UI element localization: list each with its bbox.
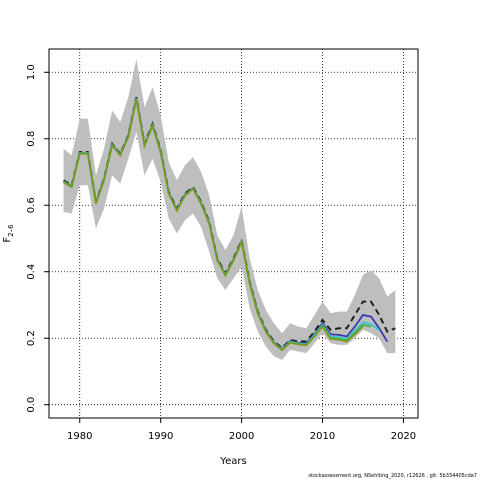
y-tick-label-4: 0.8 (26, 131, 37, 147)
y-tick-label-3: 0.6 (26, 197, 37, 213)
y-axis: 0.0 0.2 0.4 0.6 0.8 1.0 (26, 64, 49, 413)
x-tick-label-1: 1990 (148, 431, 173, 442)
x-tick-label-4: 2020 (391, 431, 416, 442)
y-axis-title: F2–6 (2, 224, 15, 243)
plot-frame (48, 48, 419, 419)
series-line-olive (63, 99, 364, 352)
y-tick-label-0: 0.0 (26, 397, 37, 413)
x-axis-title: Years (219, 456, 246, 467)
uncertainty-band (63, 58, 396, 360)
uncertainty-band-layer (63, 58, 396, 360)
y-tick-label-1: 0.2 (26, 330, 37, 346)
grid-lines (49, 49, 418, 418)
x-tick-label-0: 1980 (67, 431, 92, 442)
y-axis-title-subscript: 2–6 (7, 224, 15, 237)
x-tick-label-2: 2000 (229, 431, 254, 442)
series-layer (63, 96, 396, 352)
y-axis-title-base: F (2, 237, 13, 243)
x-axis: 1980 1990 2000 2010 2020 (67, 418, 416, 442)
y-tick-label-5: 1.0 (26, 64, 37, 80)
y-tick-label-2: 0.4 (26, 264, 37, 280)
footer-note: stockassessment.org, NSehlting_2020, r12… (308, 473, 477, 479)
x-tick-label-3: 2010 (310, 431, 335, 442)
